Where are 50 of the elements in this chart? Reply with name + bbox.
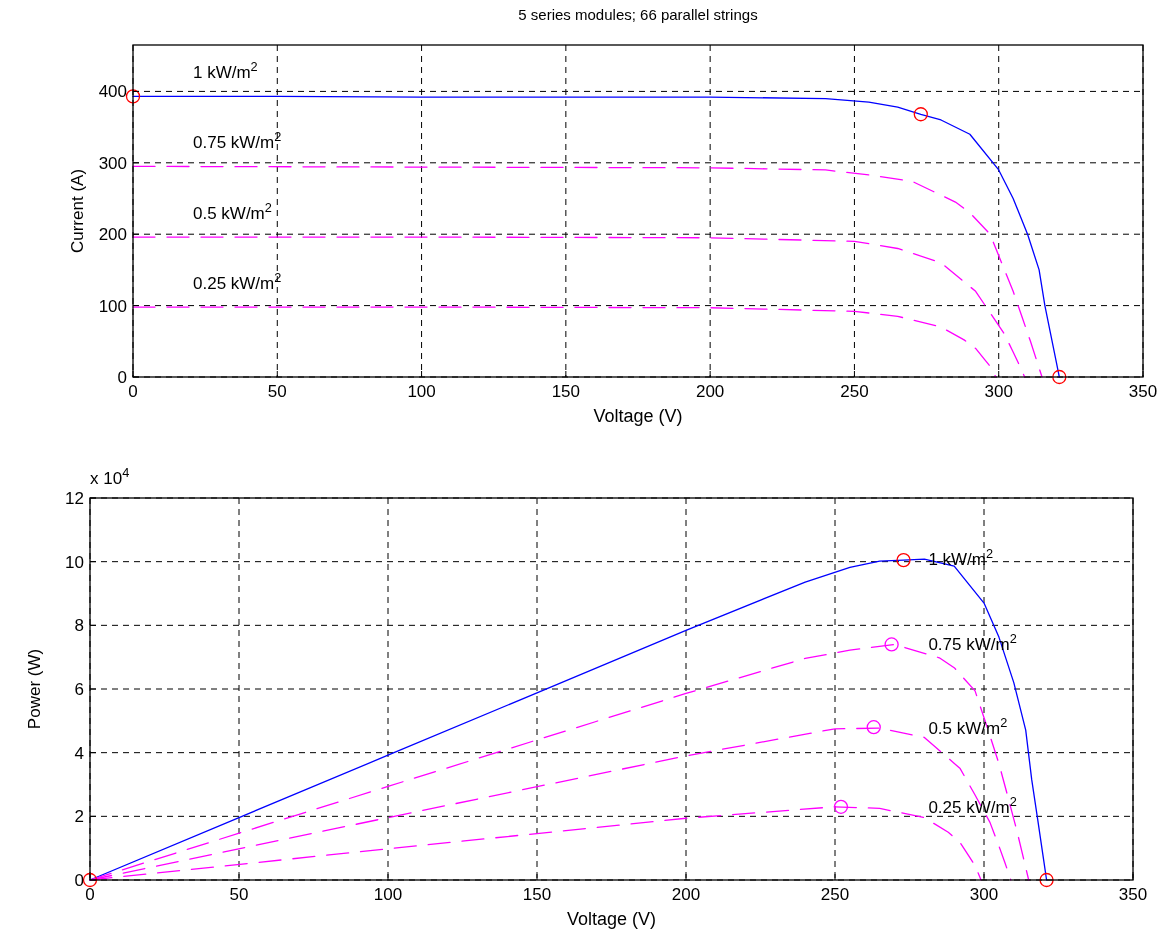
x-tick-label: 350 [1128,382,1158,401]
y-tick-label: 8 [74,616,84,636]
line-series [132,236,1026,378]
x-tick-label: 150 [522,885,552,904]
x-axis-title: Voltage (V) [566,909,657,929]
y-tick-label: 2 [74,807,84,827]
y-tick-label: 100 [98,296,127,316]
y-tick-label: 10 [65,552,84,572]
x-tick-label: 250 [820,885,850,904]
y-tick-label: 0 [74,871,84,890]
x-tick-label: 250 [840,382,869,401]
x-tick-label: 350 [1118,885,1148,904]
series-label: 0.25 kW/m$^{2}$ [193,269,282,294]
point [125,89,141,104]
y-axis-title: Power (W) [25,648,44,730]
y-axis-title: Current (A) [68,168,87,254]
x-tick-label: 300 [969,885,999,904]
y-tick-label: 12 [65,489,84,508]
series-label: 0.5 kW/m$^{2}$ [193,199,272,224]
text: x 10$^{4}$ [90,464,130,488]
point [913,107,928,122]
series-label: 1 kW/m$^{2}$ [193,58,258,83]
point [884,637,899,652]
y-tick-label: 4 [74,743,84,763]
x-tick-label: 300 [984,382,1013,401]
x-tick-label: 100 [407,382,436,401]
point [833,799,849,814]
y-tick-label: 0 [117,368,127,387]
x-tick-label: 50 [229,885,249,904]
x-tick-label: 150 [551,382,581,401]
y-tick-label: 300 [98,153,127,173]
series-label: 0.5 kW/m$^{2}$ [928,714,1008,739]
point [1039,872,1054,888]
x-tick-label: 50 [267,382,287,401]
y-tick-label: 200 [98,225,127,245]
chart-title: 5 series modules; 66 parallel strings [518,6,758,23]
point [82,872,98,888]
point [1052,369,1067,385]
x-tick-label: 100 [373,885,403,904]
y-tick-label: 400 [98,82,127,102]
x-axis-title: Voltage (V) [593,406,683,426]
series-label: 0.75 kW/m$^{2}$ [193,128,282,153]
y-tick-label: 6 [74,680,84,699]
point [896,552,911,568]
line-series [132,165,1043,378]
point [866,720,881,735]
x-tick-label: 200 [671,885,701,904]
line-series [132,306,997,378]
series-label: 0.25 kW/m$^{2}$ [928,793,1017,817]
x-tick-label: 200 [695,382,725,401]
